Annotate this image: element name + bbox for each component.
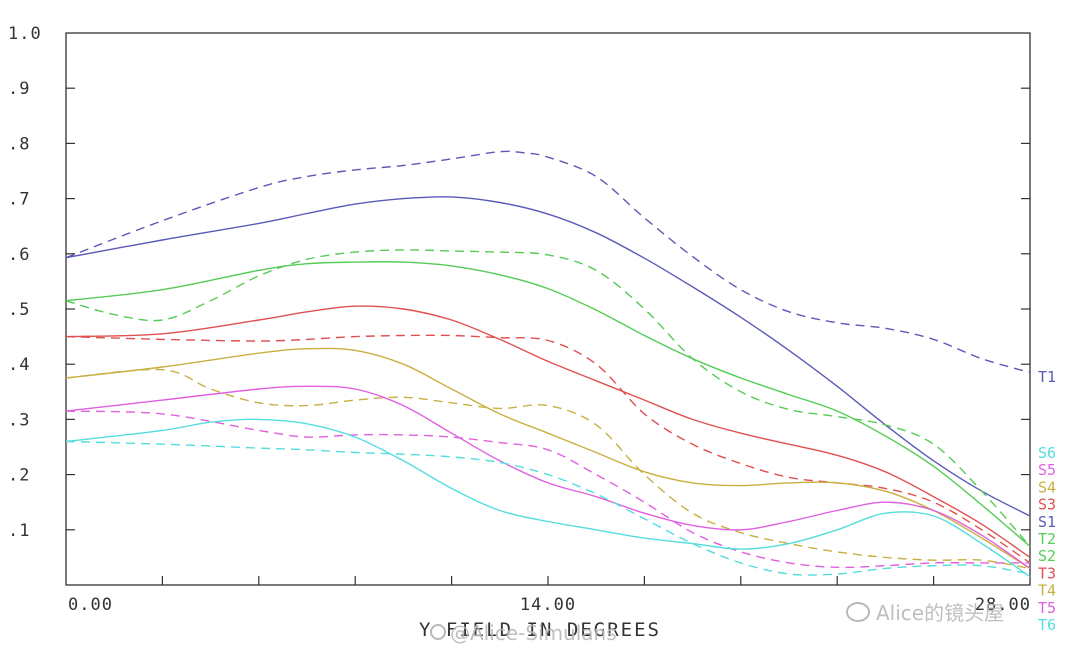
series-line-t6 <box>65 440 1031 576</box>
y-tick-label: .1 <box>8 521 30 541</box>
x-tick-label: 14.00 <box>520 595 576 615</box>
y-tick-label: 1.0 <box>8 24 42 44</box>
weibo-logo-icon <box>430 624 446 640</box>
watermark-weibo: @Alice-Simulans <box>430 621 617 645</box>
series-line-s4 <box>65 347 1031 569</box>
series-line-t2 <box>65 249 1031 547</box>
y-tick-label: .7 <box>8 190 30 210</box>
x-tick-label: 0.00 <box>68 595 113 615</box>
series-label-t4: T4 <box>1038 582 1056 600</box>
wechat-logo-icon <box>846 602 870 622</box>
watermark-right-text: Alice的镜头屋 <box>876 601 1004 625</box>
series-label-t5: T5 <box>1038 599 1056 617</box>
series-label-t1: T1 <box>1038 368 1056 386</box>
series-label-s4: S4 <box>1038 478 1056 496</box>
series-label-s6: S6 <box>1038 444 1056 462</box>
series-line-t1 <box>65 150 1031 374</box>
x-axis-title: Y FIELD IN DEGREES <box>419 619 661 641</box>
y-tick-label: .3 <box>8 410 30 430</box>
watermark-wechat: Alice的镜头屋 <box>846 601 1004 625</box>
series-label-s3: S3 <box>1038 496 1056 514</box>
watermark-left-text: @Alice-Simulans <box>450 621 617 645</box>
series-label-s2: S2 <box>1038 547 1056 565</box>
y-tick-label: .2 <box>8 466 30 486</box>
series-line-s5 <box>65 385 1031 569</box>
series-line-t3 <box>65 334 1031 564</box>
series-line-t5 <box>65 410 1030 569</box>
series-line-s3 <box>65 305 1031 558</box>
series-label-s5: S5 <box>1038 461 1056 479</box>
y-tick-label: .6 <box>8 245 30 265</box>
x-tick-label: 28.00 <box>975 595 1031 615</box>
y-tick-label: .8 <box>8 134 30 154</box>
axis-ticks <box>66 87 1030 585</box>
y-tick-label: .5 <box>8 300 30 320</box>
series-line-s1 <box>65 196 1031 517</box>
series-label-s1: S1 <box>1038 513 1056 531</box>
series-label-t2: T2 <box>1038 530 1056 548</box>
series-line-t4 <box>65 368 1031 570</box>
y-tick-label: .9 <box>8 79 30 99</box>
series-line-s6 <box>65 418 1031 578</box>
series-label-t6: T6 <box>1038 616 1056 634</box>
y-tick-label: .4 <box>8 355 30 375</box>
series-lines <box>65 150 1031 578</box>
series-line-s2 <box>65 261 1031 547</box>
tick-labels: .1 .2 .3 .4 .5 .6 .7 .8 .9 1.0 0.00 14.00 28.00 <box>8 24 1031 615</box>
series-label-t3: T3 <box>1038 564 1056 582</box>
